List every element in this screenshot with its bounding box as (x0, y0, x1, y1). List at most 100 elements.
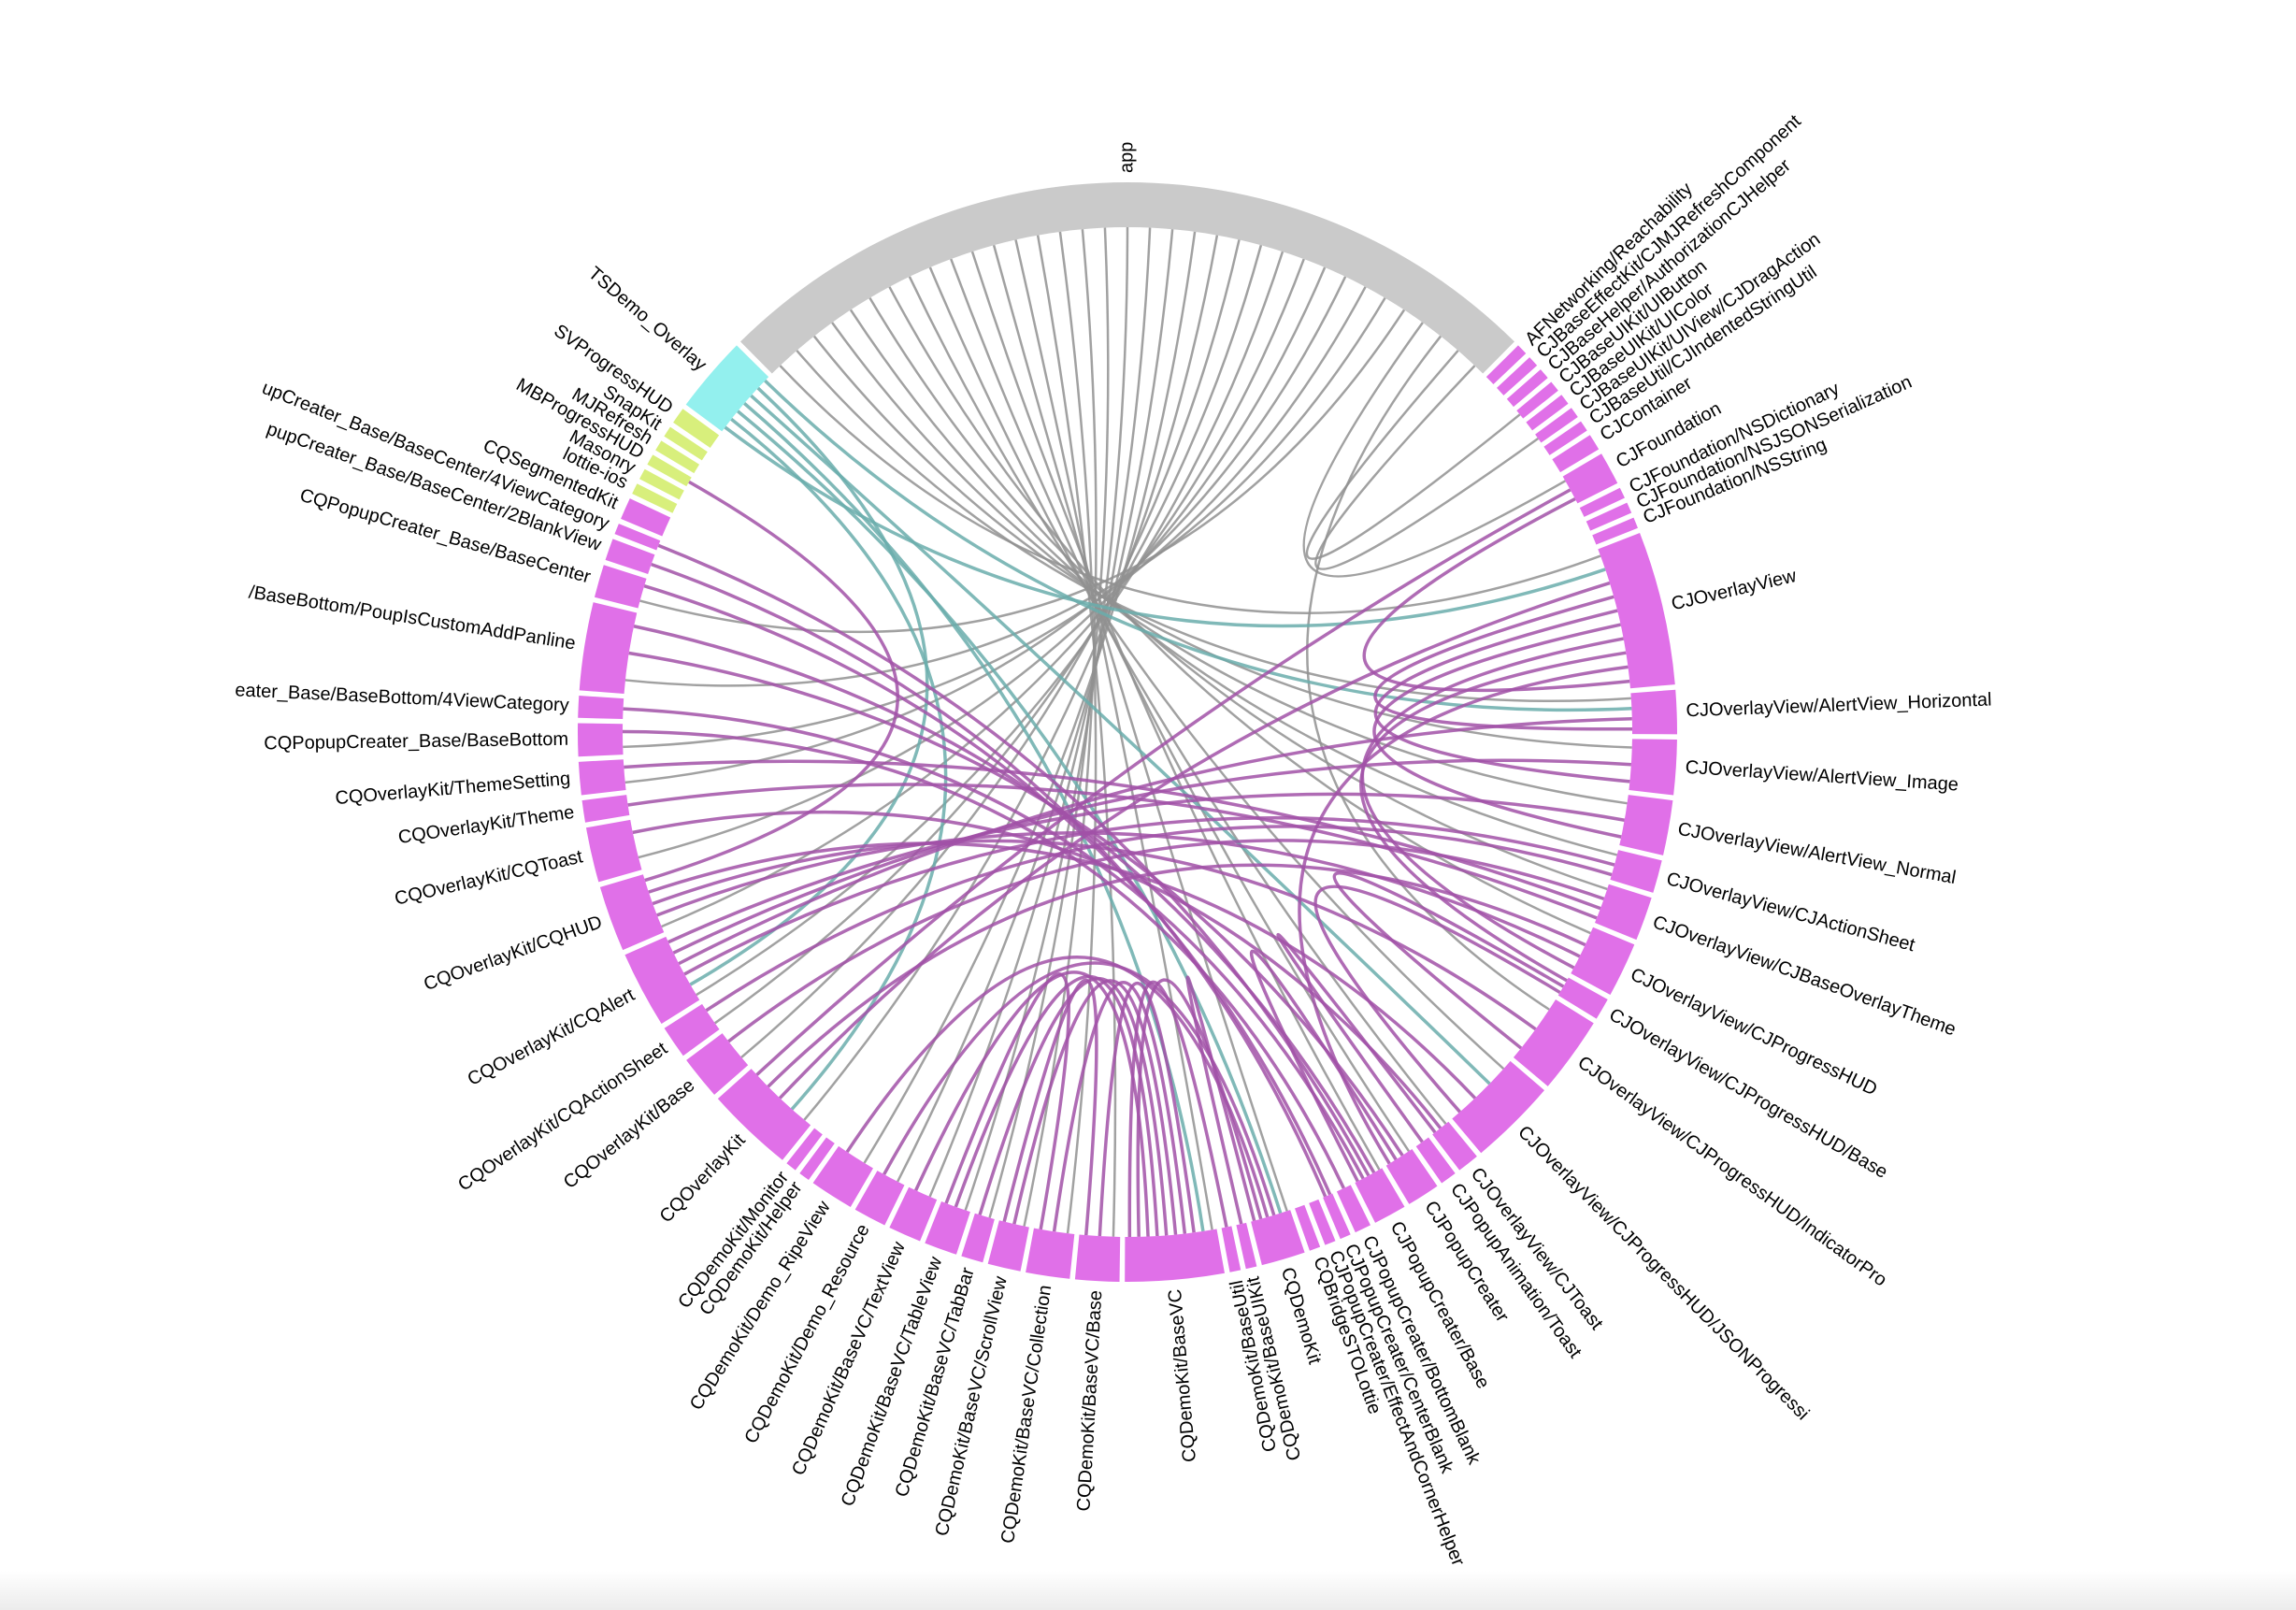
node-arc (1610, 850, 1662, 893)
node-arc (578, 695, 624, 720)
chord (1002, 978, 1098, 1236)
chord (1313, 884, 1561, 1114)
node-label: CJOverlayView/AlertView_Image (1685, 757, 1959, 796)
node-arc (1562, 453, 1618, 504)
node-arc (1535, 408, 1578, 443)
chord (1127, 980, 1228, 1237)
chord (897, 229, 1174, 1183)
arcs (577, 182, 1677, 1283)
chord (651, 562, 1327, 1198)
node-arc (1579, 487, 1625, 517)
chord (644, 480, 899, 883)
chord (964, 226, 1129, 1211)
node-arc (1552, 435, 1600, 473)
node-arc (1452, 1060, 1545, 1154)
chord (678, 716, 1632, 966)
chord (683, 816, 1615, 976)
chord (689, 386, 929, 986)
node-arc (655, 440, 700, 474)
chord (868, 296, 1608, 891)
chord (779, 365, 1601, 614)
node-label: CJOverlayView/CJBaseOverlayTheme (1650, 912, 1959, 1040)
chord (883, 961, 1276, 1216)
node-arc (1598, 532, 1675, 689)
chord (743, 402, 1205, 1232)
node-label: CJOverlayView/AlertView_Horizontal (1686, 689, 1992, 721)
chord (796, 350, 1631, 703)
chord (928, 266, 1447, 1125)
chord (831, 322, 1628, 805)
node-arc (854, 1171, 905, 1226)
node-label: CQDemoKit/BaseVC/Collection (997, 1284, 1055, 1545)
chord (643, 584, 1332, 1196)
chord (1249, 949, 1398, 1183)
chord (1098, 981, 1196, 1237)
chord (1298, 665, 1629, 1165)
node-arc (1586, 502, 1632, 531)
chord (944, 972, 1070, 1230)
chord (672, 758, 1631, 955)
node-arc (1629, 739, 1677, 796)
node-arc (786, 1128, 823, 1171)
node-arc (1074, 1234, 1121, 1282)
node-arc (1571, 927, 1635, 996)
chord (1372, 623, 1622, 839)
chord (624, 296, 1386, 687)
chord (849, 309, 1618, 856)
node-arc (1592, 517, 1638, 545)
node-arc (581, 795, 630, 823)
chord (623, 286, 1367, 749)
chord (737, 410, 1283, 1215)
chord (656, 831, 1581, 958)
chord (1036, 235, 1117, 1237)
node-arc (605, 539, 655, 574)
node-arc (961, 1213, 995, 1263)
node-arc (632, 483, 678, 513)
node-arc (624, 936, 700, 1024)
node-arc (639, 468, 684, 500)
node-arc (812, 1145, 873, 1207)
node-arc (717, 1069, 811, 1160)
node-arc (925, 1200, 970, 1255)
chord (714, 244, 1263, 1025)
node-arc (1336, 1185, 1370, 1233)
node-label: app (1116, 142, 1137, 173)
node-label: /BaseBottom/PoupIsCustomAddPanline (248, 582, 578, 654)
chord (1314, 365, 1540, 570)
node-arc (1516, 381, 1558, 419)
node-arc (1125, 1229, 1225, 1283)
chord (696, 251, 1284, 997)
chord (624, 759, 1601, 911)
node-label: CQDemoKit/BaseVC/ScrollView (932, 1274, 1012, 1538)
chord (812, 335, 1632, 749)
chord (1276, 932, 1437, 1143)
node-arc (673, 409, 720, 448)
chord (1332, 871, 1565, 1050)
node-label: CQOverlayKit/Theme (397, 802, 576, 848)
chord (1058, 231, 1098, 1234)
chord (624, 276, 1347, 784)
chords (622, 226, 1633, 1237)
node-arc (799, 1137, 835, 1181)
node-label: CQOverlayKit/CQToast (393, 846, 585, 910)
node-arc (1309, 1199, 1336, 1245)
node-label: CJOverlayView (1670, 566, 1799, 614)
node-arc (1526, 395, 1569, 431)
chord (1136, 978, 1263, 1237)
chord (1306, 335, 1550, 1011)
node-label: CQOverlayKit (656, 1129, 750, 1227)
node-arc (1385, 1149, 1438, 1204)
node-arc (647, 454, 692, 487)
node-arc (1506, 369, 1548, 408)
node-arc (614, 524, 661, 551)
node-arc (1026, 1228, 1075, 1279)
chord (1373, 595, 1633, 731)
node-arc (686, 1033, 749, 1095)
node-arc (987, 1220, 1029, 1272)
node-arc (1323, 1193, 1351, 1240)
node-arc (579, 602, 638, 694)
node-arc (664, 426, 708, 461)
node-arc (664, 1003, 720, 1057)
